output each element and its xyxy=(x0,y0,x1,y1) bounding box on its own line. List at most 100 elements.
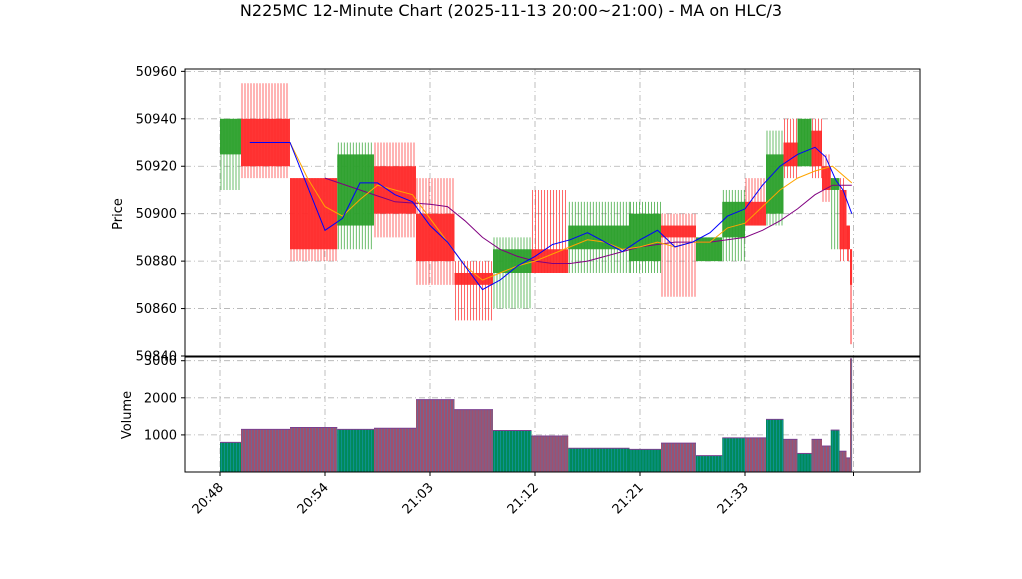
down-candle xyxy=(241,83,290,179)
candle-body xyxy=(416,213,455,262)
candle-body xyxy=(839,189,847,250)
volume-bar xyxy=(416,399,455,472)
volume-y-ticks: 1000 2000 3000 xyxy=(144,354,185,443)
moving-averages xyxy=(249,142,853,291)
volume-bar-fill xyxy=(839,451,847,472)
price-panel-frame xyxy=(184,68,921,357)
price-tick-label: 50900 xyxy=(136,207,177,222)
volume-bar xyxy=(722,437,746,472)
volume-bar xyxy=(830,429,840,472)
volume-bar xyxy=(220,441,241,472)
candle-body xyxy=(822,166,831,190)
volume-bar-fill xyxy=(722,437,745,472)
volume-bar-fill xyxy=(531,436,569,472)
volume-bar-fill xyxy=(797,453,812,472)
x-tick-label: 20:54 xyxy=(295,480,332,517)
up-candle xyxy=(493,237,532,309)
volume-bar xyxy=(290,426,338,472)
x-tick-label: 21:12 xyxy=(505,480,542,517)
candle-body xyxy=(290,178,338,250)
candle-body xyxy=(531,249,569,273)
price-tick-label: 50940 xyxy=(136,112,177,127)
candle-body xyxy=(830,178,840,190)
down-candle xyxy=(661,213,696,297)
volume-tick-label: 1000 xyxy=(144,428,177,443)
volume-bar xyxy=(374,427,416,472)
down-candle xyxy=(850,249,853,345)
x-tick-label: 20:48 xyxy=(190,480,227,517)
down-candle xyxy=(822,154,831,202)
volume-bar xyxy=(811,438,822,472)
down-candle xyxy=(531,189,569,273)
volume-tick-label: 2000 xyxy=(144,391,177,406)
up-candle xyxy=(797,118,812,167)
down-candle xyxy=(846,225,850,262)
volume-bar xyxy=(241,428,290,472)
candle-body xyxy=(661,225,696,238)
volume-bar xyxy=(822,445,831,472)
candle-body xyxy=(846,225,850,250)
candle-body xyxy=(766,154,784,214)
volume-bar xyxy=(629,448,661,472)
volume-bar-fill xyxy=(783,439,798,472)
up-candle xyxy=(830,178,840,250)
volume-bar xyxy=(454,409,493,472)
volume-bar xyxy=(797,452,812,472)
price-tick-label: 50860 xyxy=(136,302,177,317)
price-tick-label: 50920 xyxy=(136,160,177,175)
volume-bar-fill xyxy=(337,429,374,472)
volume-bar-fill xyxy=(766,419,784,472)
price-tick-label: 50880 xyxy=(136,255,177,270)
up-candle xyxy=(220,118,241,190)
volume-bar xyxy=(783,438,798,472)
price-axis-label: Price xyxy=(111,198,126,230)
volume-bar xyxy=(696,455,723,472)
candle-body xyxy=(493,249,532,273)
candle-body xyxy=(722,201,745,238)
volume-bar-fill xyxy=(568,448,630,472)
price-y-ticks: 50840 50860 50880 50900 50920 50940 50960 xyxy=(136,65,185,365)
volume-bar-fill xyxy=(290,427,338,472)
volume-bar xyxy=(850,358,853,472)
volume-bar xyxy=(846,457,850,472)
x-tick-label: 21:03 xyxy=(400,480,437,517)
up-candle xyxy=(568,201,630,273)
down-candle xyxy=(374,142,416,238)
candle-body xyxy=(220,118,241,155)
down-candle xyxy=(416,178,455,285)
up-candle xyxy=(722,189,745,262)
x-axis-ticks: 20:48 20:54 21:03 21:12 21:21 21:33 xyxy=(190,472,854,517)
x-tick-label: 21:33 xyxy=(715,480,752,517)
volume-bar-fill xyxy=(661,443,696,472)
volume-bar xyxy=(493,429,532,472)
price-tick-label: 50840 xyxy=(136,350,177,365)
volume-bar xyxy=(766,418,784,472)
ma-short-line xyxy=(249,142,853,291)
candle-body xyxy=(696,237,723,262)
volume-axis-label: Volume xyxy=(120,391,135,439)
volume-bars xyxy=(220,358,853,472)
candle-body xyxy=(568,225,630,250)
ma-long-line xyxy=(324,177,852,264)
up-candle xyxy=(696,237,723,262)
volume-bar xyxy=(661,442,696,472)
down-candle xyxy=(290,178,338,262)
volume-bar xyxy=(839,450,847,472)
up-candle xyxy=(337,142,374,250)
volume-bar-fill xyxy=(374,428,416,472)
down-candle xyxy=(783,118,798,179)
x-tick-label: 21:21 xyxy=(610,480,647,517)
volume-tick-label: 3000 xyxy=(144,354,177,369)
candle-body xyxy=(337,154,374,226)
volume-bar xyxy=(337,428,374,472)
candle-body xyxy=(454,272,493,285)
down-candle xyxy=(454,261,493,321)
volume-bar-fill xyxy=(629,449,661,472)
volume-bar xyxy=(568,447,630,472)
volume-bar-fill xyxy=(811,439,822,472)
price-tick-label: 50960 xyxy=(136,65,177,80)
volume-panel-frame xyxy=(184,356,921,473)
candle-body xyxy=(783,142,798,167)
